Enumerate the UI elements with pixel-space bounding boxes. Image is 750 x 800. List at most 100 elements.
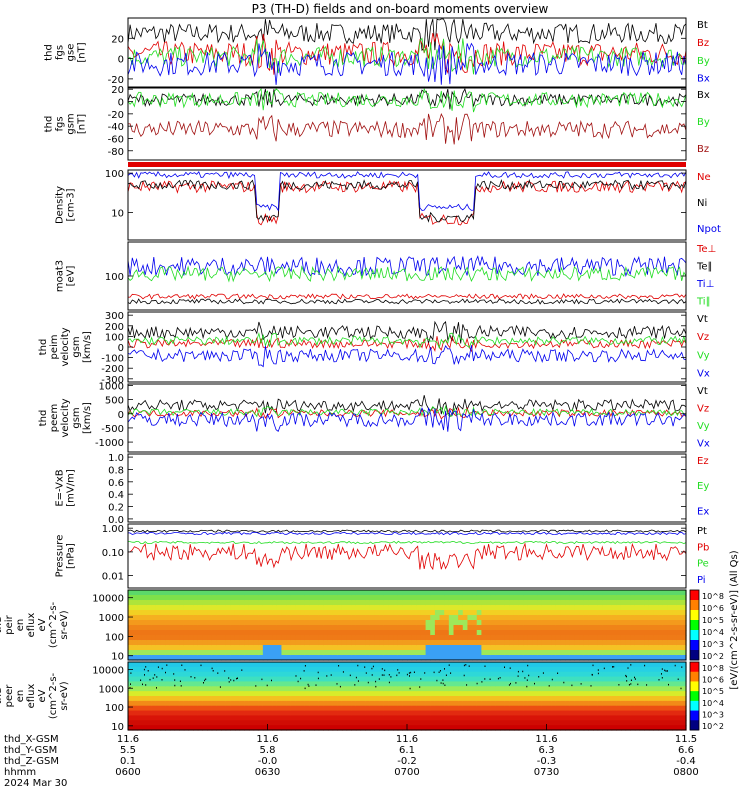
heatmap-cell (462, 691, 469, 697)
heatmap-cell (676, 635, 682, 641)
heatmap-cell (667, 600, 673, 606)
heatmap-cell (258, 662, 264, 668)
heatmap-cell (644, 662, 650, 668)
heatmap-cell (355, 691, 362, 697)
heatmap-cell (239, 610, 245, 616)
heatmap-speck (145, 684, 147, 686)
heatmap-cell (341, 705, 348, 712)
heatmap-cell (188, 720, 194, 726)
heatmap-cell (648, 590, 655, 596)
heatmap-cell (611, 666, 617, 673)
heatmap-cell (667, 590, 673, 596)
heatmap-cell (202, 605, 208, 611)
heatmap-cell (141, 590, 148, 596)
heatmap-cell (620, 590, 627, 596)
heatmap-cell (565, 645, 571, 651)
heatmap-cell (137, 630, 143, 636)
heatmap-cell (490, 615, 496, 621)
heatmap-cell (653, 630, 659, 636)
heatmap-cell (295, 681, 301, 687)
heatmap-speck (444, 668, 445, 670)
heatmap-cell (565, 620, 571, 626)
heatmap-cell (476, 610, 482, 616)
heatmap-speck (436, 679, 438, 682)
heatmap-cell (458, 620, 464, 626)
heatmap-cell (234, 635, 241, 641)
heatmap-cell (620, 615, 627, 621)
heatmap-cell (174, 666, 180, 673)
heatmap-cell (500, 630, 506, 636)
heatmap-cell (509, 640, 515, 646)
heatmap-cell (137, 700, 143, 707)
heatmap-cell (560, 645, 566, 651)
y-tick-label: 0.6 (108, 478, 124, 489)
heatmap-cell (518, 610, 524, 616)
heatmap-cell (402, 666, 408, 673)
heatmap-cell (221, 620, 227, 626)
heatmap-cell (523, 635, 529, 641)
heatmap-cell (458, 696, 464, 702)
heatmap-cell (341, 600, 348, 606)
heatmap-speck (509, 667, 511, 669)
heatmap-cell (304, 662, 310, 668)
heatmap-speck (398, 672, 400, 674)
heatmap-cell (565, 681, 571, 687)
heatmap-cell (546, 595, 552, 601)
heatmap-cell (188, 615, 194, 621)
heatmap-cell (653, 666, 659, 673)
heatmap-cell (579, 671, 585, 678)
heatmap-cell (676, 625, 682, 631)
heatmap-cell (444, 671, 450, 678)
heatmap-cell (146, 705, 152, 712)
heatmap-cell (616, 696, 622, 702)
heatmap-cell (388, 686, 394, 692)
heatmap-cell (602, 650, 608, 656)
heatmap-cell (472, 700, 478, 707)
heatmap-cell (667, 620, 673, 626)
heatmap-cell (155, 645, 162, 651)
heatmap-cell (681, 686, 687, 692)
heatmap-cell (244, 671, 250, 678)
heatmap-cell (588, 666, 594, 673)
heatmap-cell (476, 691, 482, 697)
heatmap-cell (318, 720, 324, 726)
heatmap-cell (416, 650, 422, 656)
heatmap-cell (453, 630, 459, 636)
heatmap-cell (314, 725, 320, 731)
heatmap-cell (555, 686, 562, 692)
heatmap-cell (472, 640, 478, 646)
heatmap-cell (248, 645, 255, 651)
heatmap-cell (179, 696, 185, 702)
panel-frame (127, 589, 687, 661)
heatmap-cell (355, 700, 362, 707)
heatmap-cell (458, 610, 464, 616)
heatmap-cell (602, 681, 608, 687)
heatmap-cell (323, 640, 329, 646)
heatmap-cell (300, 662, 306, 668)
heatmap-cell (611, 671, 617, 678)
heatmap-cell (160, 590, 166, 596)
heatmap-speck (408, 672, 410, 674)
heatmap-cell (569, 630, 575, 636)
heatmap-cell (565, 635, 571, 641)
heatmap-speck (338, 665, 340, 667)
heatmap-cell (467, 666, 473, 673)
heatmap-cell (169, 655, 176, 661)
heatmap-cell (314, 590, 320, 596)
heatmap-cell (314, 666, 320, 673)
heatmap-cell (151, 671, 157, 678)
heatmap-cell (169, 635, 176, 641)
heatmap-cell (518, 700, 524, 707)
heatmap-cell (379, 696, 385, 702)
heatmap-cell (620, 681, 627, 687)
x-tick-label-x: 11.6 (535, 734, 557, 745)
heatmap-cell (248, 681, 255, 687)
heatmap-cell (323, 671, 329, 678)
heatmap-cell (374, 710, 380, 717)
heatmap-cell (146, 686, 152, 692)
colorbar-tick-label: 10^4 (702, 628, 724, 637)
heatmap-cell (207, 635, 213, 641)
heatmap-cell (262, 686, 269, 692)
heatmap-cell (304, 625, 310, 631)
heatmap-cell (662, 605, 668, 611)
